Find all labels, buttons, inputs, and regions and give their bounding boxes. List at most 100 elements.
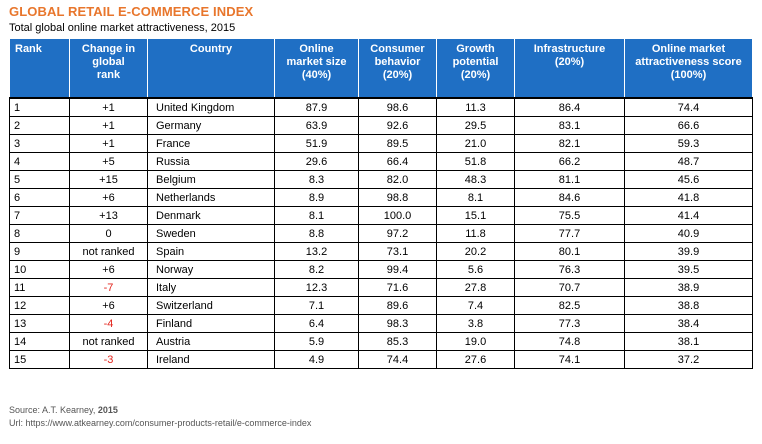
cell-score: 41.4 xyxy=(624,206,753,225)
cell-change: -7 xyxy=(69,278,148,297)
cell-rank: 3 xyxy=(9,134,70,153)
cell-infrastructure: 86.4 xyxy=(514,97,625,117)
table-body: 1 +1 United Kingdom 87.9 98.6 11.3 86.4 74.4 2 +1… xyxy=(9,97,753,369)
cell-growth-potential: 48.3 xyxy=(436,170,515,189)
cell-score: 40.9 xyxy=(624,224,753,243)
cell-country: Finland xyxy=(147,314,275,333)
table-row: 10 +6 Norway 8.2 99.4 5.6 76.3 39.5 xyxy=(9,260,753,279)
column-header-line: Online xyxy=(299,43,334,55)
table-row: 14 not ranked Austria 5.9 85.3 19.0 74.8 38.1 xyxy=(9,332,753,351)
cell-rank: 9 xyxy=(9,242,70,261)
table-row: 5 +15 Belgium 8.3 82.0 48.3 81.1 45.6 xyxy=(9,170,753,189)
cell-growth-potential: 11.3 xyxy=(436,97,515,117)
cell-growth-potential: 51.8 xyxy=(436,152,515,171)
cell-change: +15 xyxy=(69,170,148,189)
table-row: 12 +6 Switzerland 7.1 89.6 7.4 82.5 38.8 xyxy=(9,296,753,315)
column-header-line: (20%) xyxy=(460,69,491,81)
column-header-score: Online market attractiveness score (100%) xyxy=(624,39,753,99)
cell-country: Germany xyxy=(147,116,275,135)
column-header-line: market size xyxy=(286,56,347,68)
cell-rank: 14 xyxy=(9,332,70,351)
cell-consumer-behavior: 74.4 xyxy=(358,350,437,369)
cell-rank: 5 xyxy=(9,170,70,189)
cell-country: United Kingdom xyxy=(147,97,275,117)
table-row: 8 0 Sweden 8.8 97.2 11.8 77.7 40.9 xyxy=(9,224,753,243)
cell-growth-potential: 3.8 xyxy=(436,314,515,333)
cell-infrastructure: 77.7 xyxy=(514,224,625,243)
cell-market-size: 7.1 xyxy=(274,296,359,315)
cell-score: 38.9 xyxy=(624,278,753,297)
cell-consumer-behavior: 89.6 xyxy=(358,296,437,315)
cell-change: not ranked xyxy=(69,242,148,261)
source-note: Source: A.T. Kearney, 2015 xyxy=(9,405,118,415)
column-header-line: (40%) xyxy=(301,69,332,81)
cell-infrastructure: 70.7 xyxy=(514,278,625,297)
cell-rank: 1 xyxy=(9,97,70,117)
cell-growth-potential: 27.8 xyxy=(436,278,515,297)
chart-title: GLOBAL RETAIL E-COMMERCE INDEX xyxy=(9,4,254,19)
cell-country: Netherlands xyxy=(147,188,275,207)
cell-change: +6 xyxy=(69,188,148,207)
cell-market-size: 6.4 xyxy=(274,314,359,333)
cell-growth-potential: 7.4 xyxy=(436,296,515,315)
cell-consumer-behavior: 73.1 xyxy=(358,242,437,261)
cell-score: 39.9 xyxy=(624,242,753,261)
cell-consumer-behavior: 85.3 xyxy=(358,332,437,351)
cell-growth-potential: 15.1 xyxy=(436,206,515,225)
cell-consumer-behavior: 98.8 xyxy=(358,188,437,207)
column-header-line: Change in xyxy=(81,43,136,55)
column-header-line: (20%) xyxy=(554,56,585,68)
column-header-line: (20%) xyxy=(382,69,413,81)
table-row: 13 -4 Finland 6.4 98.3 3.8 77.3 38.4 xyxy=(9,314,753,333)
cell-consumer-behavior: 71.6 xyxy=(358,278,437,297)
cell-growth-potential: 19.0 xyxy=(436,332,515,351)
cell-consumer-behavior: 99.4 xyxy=(358,260,437,279)
cell-country: Switzerland xyxy=(147,296,275,315)
cell-infrastructure: 66.2 xyxy=(514,152,625,171)
cell-score: 74.4 xyxy=(624,97,753,117)
column-header-line: Rank xyxy=(15,43,42,55)
cell-rank: 7 xyxy=(9,206,70,225)
table-row: 4 +5 Russia 29.6 66.4 51.8 66.2 48.7 xyxy=(9,152,753,171)
cell-score: 48.7 xyxy=(624,152,753,171)
cell-country: Spain xyxy=(147,242,275,261)
cell-market-size: 87.9 xyxy=(274,97,359,117)
cell-growth-potential: 8.1 xyxy=(436,188,515,207)
cell-growth-potential: 27.6 xyxy=(436,350,515,369)
column-header-line: Country xyxy=(189,43,233,55)
column-header-infrastructure: Infrastructure (20%) xyxy=(514,39,625,99)
cell-consumer-behavior: 66.4 xyxy=(358,152,437,171)
cell-score: 41.8 xyxy=(624,188,753,207)
source-year: 2015 xyxy=(97,405,118,415)
cell-infrastructure: 77.3 xyxy=(514,314,625,333)
cell-rank: 13 xyxy=(9,314,70,333)
cell-market-size: 5.9 xyxy=(274,332,359,351)
cell-consumer-behavior: 82.0 xyxy=(358,170,437,189)
cell-score: 38.4 xyxy=(624,314,753,333)
table-row: 3 +1 France 51.9 89.5 21.0 82.1 59.3 xyxy=(9,134,753,153)
cell-score: 45.6 xyxy=(624,170,753,189)
table-row: 9 not ranked Spain 13.2 73.1 20.2 80.1 39.9 xyxy=(9,242,753,261)
cell-rank: 15 xyxy=(9,350,70,369)
cell-growth-potential: 5.6 xyxy=(436,260,515,279)
table-row: 11 -7 Italy 12.3 71.6 27.8 70.7 38.9 xyxy=(9,278,753,297)
column-header-line: Infrastructure xyxy=(533,43,606,55)
cell-infrastructure: 82.1 xyxy=(514,134,625,153)
column-header-line: Consumer xyxy=(370,43,425,55)
column-header-line: Growth xyxy=(456,43,495,55)
cell-change: +13 xyxy=(69,206,148,225)
chart-subtitle: Total global online market attractivenes… xyxy=(9,22,236,34)
table-header-row: Rank Change in global rank Country Online mark… xyxy=(9,39,753,99)
cell-change: +5 xyxy=(69,152,148,171)
cell-market-size: 12.3 xyxy=(274,278,359,297)
cell-country: Sweden xyxy=(147,224,275,243)
cell-infrastructure: 80.1 xyxy=(514,242,625,261)
cell-growth-potential: 29.5 xyxy=(436,116,515,135)
cell-infrastructure: 83.1 xyxy=(514,116,625,135)
index-table: Rank Change in global rank Country Online mark… xyxy=(9,39,753,369)
cell-infrastructure: 75.5 xyxy=(514,206,625,225)
cell-change: +1 xyxy=(69,134,148,153)
cell-country: Ireland xyxy=(147,350,275,369)
cell-change: +6 xyxy=(69,296,148,315)
table-row: 1 +1 United Kingdom 87.9 98.6 11.3 86.4 74.4 xyxy=(9,97,753,117)
